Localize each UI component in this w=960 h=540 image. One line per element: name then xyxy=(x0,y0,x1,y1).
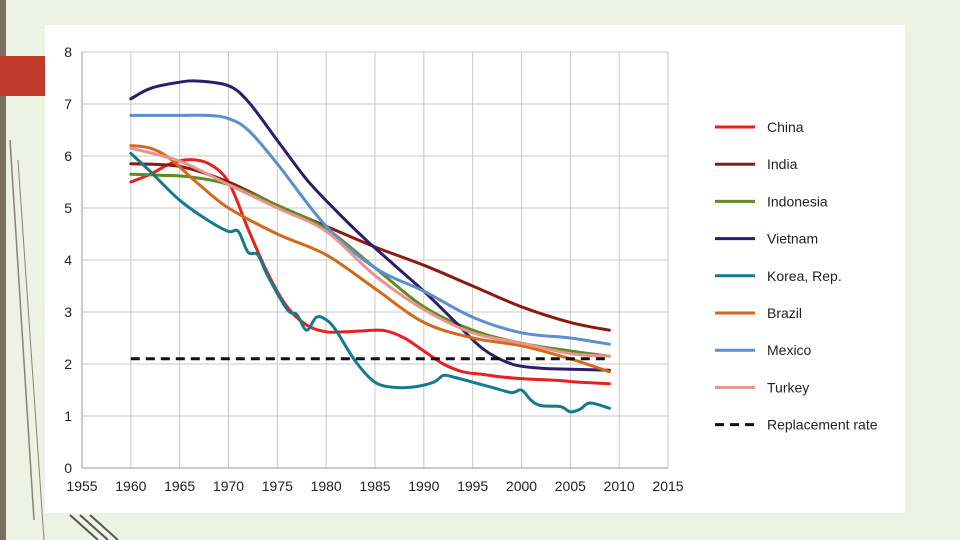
decor-line xyxy=(17,159,45,540)
series-line-mexico xyxy=(129,113,611,346)
y-tick-label: 6 xyxy=(64,148,72,164)
chart-card: 0 1 2 3 4 5 6 7 8 1955 1960 1965 1970 1975 1980 1985 199… xyxy=(45,25,905,513)
legend-label-turkey: Turkey xyxy=(767,379,809,395)
series-line-korea-rep xyxy=(129,151,611,414)
x-tick-label: 1965 xyxy=(164,478,195,494)
fertility-line-chart: 0 1 2 3 4 5 6 7 8 1955 1960 1965 1970 1975 1980 1985 199… xyxy=(64,44,878,494)
x-tick-label: 1970 xyxy=(213,478,244,494)
x-tick-label: 1975 xyxy=(262,478,293,494)
slide-accent-block xyxy=(0,56,46,96)
legend-label-korea-rep: Korea, Rep. xyxy=(767,268,842,284)
x-tick-label: 1980 xyxy=(311,478,342,494)
y-tick-label: 2 xyxy=(64,356,72,372)
slide-side-stripe xyxy=(0,0,6,540)
y-tick-label: 7 xyxy=(64,96,72,112)
decor-line xyxy=(9,139,35,521)
y-tick-label: 5 xyxy=(64,200,72,216)
x-tick-label: 2015 xyxy=(652,478,683,494)
legend-label-brazil: Brazil xyxy=(767,305,802,321)
legend-label-replacement-rate: Replacement rate xyxy=(767,417,878,433)
legend-label-mexico: Mexico xyxy=(767,342,812,358)
legend-label-indonesia: Indonesia xyxy=(767,193,828,209)
x-tick-label: 1955 xyxy=(66,478,97,494)
x-tick-label: 1990 xyxy=(408,478,439,494)
x-tick-label: 2005 xyxy=(555,478,586,494)
x-tick-label: 1985 xyxy=(359,478,390,494)
y-tick-label: 1 xyxy=(64,408,72,424)
decor-line xyxy=(79,514,109,540)
x-tick-label: 1995 xyxy=(457,478,488,494)
series-line-turkey xyxy=(129,146,611,358)
legend-label-india: India xyxy=(767,156,798,172)
decor-line xyxy=(89,514,119,540)
legend-label-china: China xyxy=(767,119,804,135)
series-line-vietnam xyxy=(129,79,611,372)
series-line-china xyxy=(129,158,611,386)
x-tick-label: 2000 xyxy=(506,478,537,494)
y-tick-label: 4 xyxy=(64,252,72,268)
decor-line xyxy=(69,514,99,540)
x-tick-label: 1960 xyxy=(115,478,146,494)
legend-label-vietnam: Vietnam xyxy=(767,231,818,247)
y-tick-label: 3 xyxy=(64,304,72,320)
x-tick-label: 2010 xyxy=(604,478,635,494)
y-tick-label: 8 xyxy=(64,44,72,60)
y-tick-label: 0 xyxy=(64,460,72,476)
slide-decoration xyxy=(9,139,119,540)
